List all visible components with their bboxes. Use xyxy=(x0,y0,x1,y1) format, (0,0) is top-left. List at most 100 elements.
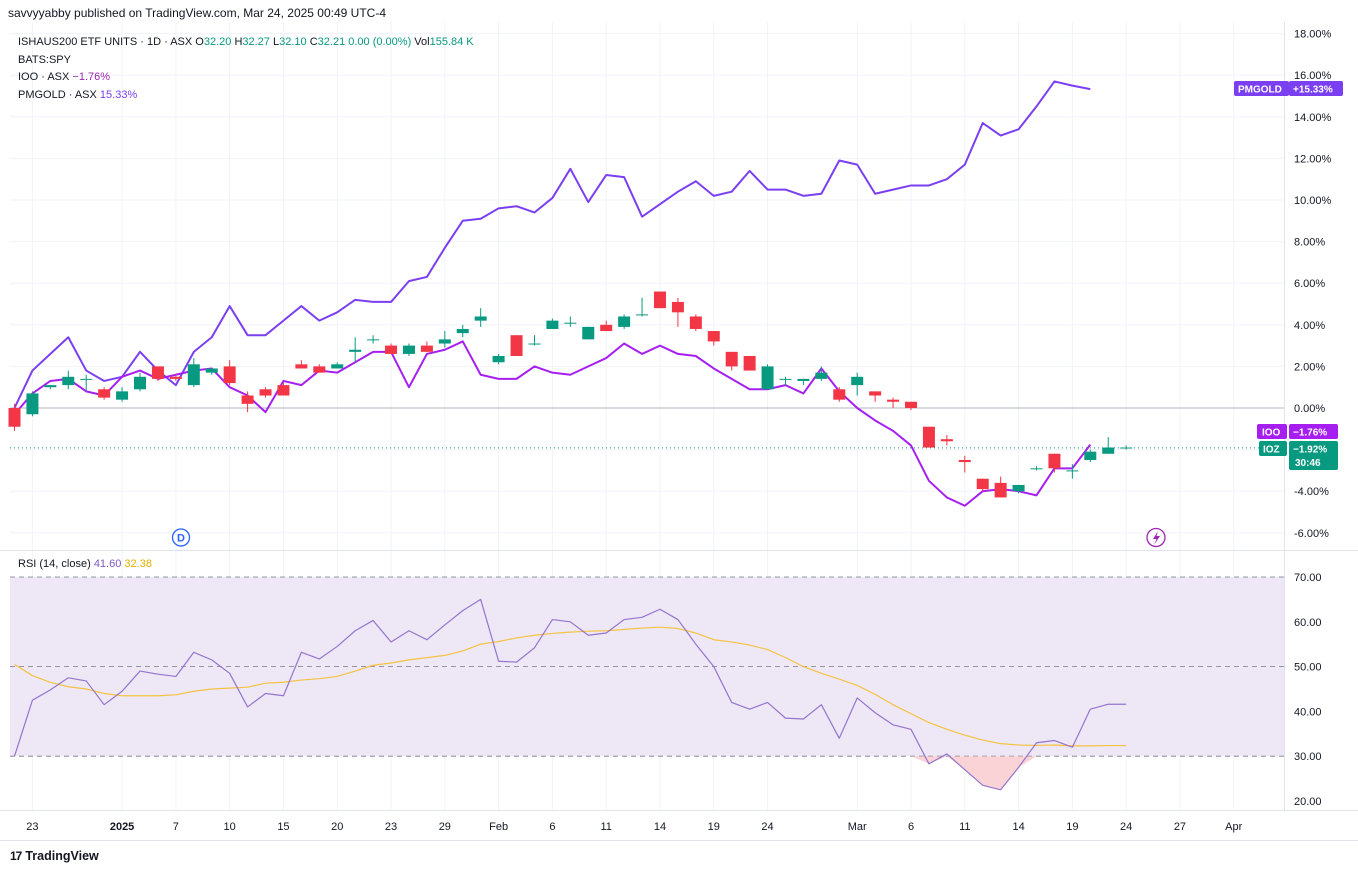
candle xyxy=(905,401,917,411)
y-tick-label: 2.00% xyxy=(1294,361,1325,373)
candle xyxy=(116,387,129,402)
y-tick-label: -4.00% xyxy=(1294,486,1329,498)
ioo-tag-label-text: IOO xyxy=(1262,428,1281,439)
candle xyxy=(151,366,164,381)
candle xyxy=(80,374,93,392)
candle-body xyxy=(492,356,505,363)
candle xyxy=(134,372,147,392)
candle-body xyxy=(313,366,326,373)
candle-body xyxy=(528,343,541,345)
rsi-legend[interactable]: RSI (14, close) 41.60 32.38 xyxy=(18,558,152,570)
dividend-marker: D xyxy=(171,528,191,547)
candle xyxy=(367,335,380,344)
legend-ioo-row[interactable]: IOO · ASX −1.76% xyxy=(18,69,474,87)
rsi-y-tick-label: 60.00 xyxy=(1294,617,1322,629)
tradingview-brand[interactable]: 17 TradingView xyxy=(10,849,99,863)
x-tick-label: 20 xyxy=(331,821,343,833)
candle-body xyxy=(600,324,613,332)
candle xyxy=(689,314,702,332)
candle xyxy=(187,358,200,388)
legend-volume-value: 155.84 K xyxy=(429,36,474,48)
candle xyxy=(277,383,290,396)
candle xyxy=(528,335,541,346)
candle xyxy=(223,360,236,386)
candle-body xyxy=(241,395,254,404)
candle xyxy=(1084,449,1097,463)
candle xyxy=(402,343,415,356)
candle-body xyxy=(367,339,380,341)
x-tick-label: 11 xyxy=(600,821,611,833)
candle xyxy=(349,337,362,363)
candle-body xyxy=(653,291,666,309)
candle-body xyxy=(582,326,595,340)
candle xyxy=(492,353,505,365)
candle-body xyxy=(420,345,433,352)
candle xyxy=(546,318,559,329)
candle-body xyxy=(134,376,147,390)
legend-high-label: H xyxy=(234,36,243,48)
candle-body xyxy=(707,331,720,342)
pmgold-tag-label xyxy=(1234,81,1289,96)
candle-body xyxy=(80,378,93,380)
ioo-tag-label xyxy=(1257,424,1287,439)
legend-spy-row[interactable]: BATS:SPY xyxy=(18,52,474,70)
candle xyxy=(44,385,57,390)
y-tick-label: 0.00% xyxy=(1294,403,1325,415)
x-tick-label: 14 xyxy=(1012,821,1024,833)
candle xyxy=(869,391,882,402)
rsi-y-tick-label: 30.00 xyxy=(1294,751,1322,763)
candle xyxy=(851,372,864,396)
candle-body xyxy=(546,320,559,329)
candle-body xyxy=(671,301,684,313)
x-tick-label: 23 xyxy=(385,821,397,833)
candle-body xyxy=(1102,447,1115,454)
candle-body xyxy=(564,322,577,324)
x-tick-label: 23 xyxy=(26,821,38,833)
ioz-tag-value xyxy=(1289,441,1338,470)
rsi-y-tick-label: 50.00 xyxy=(1294,662,1322,674)
candle xyxy=(779,376,792,386)
candle xyxy=(8,403,21,431)
x-tick-label: 6 xyxy=(908,821,914,833)
x-tick-label: 19 xyxy=(708,821,720,833)
ioz-tag-value-text: −1.92% xyxy=(1293,445,1327,456)
x-tick-label: 2025 xyxy=(110,821,134,833)
horizontal-grid xyxy=(10,33,1284,534)
rsi-legend-value: 41.60 xyxy=(93,558,122,570)
legend-pmgold-row[interactable]: PMGOLD · ASX 15.33% xyxy=(18,87,474,105)
rsi-line xyxy=(13,598,1127,791)
candle xyxy=(582,326,595,340)
x-tick-label: Mar xyxy=(848,821,867,833)
candle xyxy=(169,374,182,381)
rsi-legend-ma-value: 32.38 xyxy=(124,558,152,570)
rsi-oversold-fill xyxy=(911,756,1037,790)
candle xyxy=(761,364,774,390)
main-pane xyxy=(10,22,1284,550)
x-tick-label: 29 xyxy=(439,821,451,833)
candle xyxy=(671,297,684,327)
candle xyxy=(815,366,828,381)
candle xyxy=(98,387,111,400)
candle xyxy=(833,387,846,402)
legend-symbol[interactable]: ISHAUS200 ETF UNITS · 1D · ASX xyxy=(18,36,193,48)
candle xyxy=(1066,464,1079,479)
candle-body xyxy=(1084,451,1097,460)
candle-body xyxy=(456,328,469,334)
rsi-y-tick-label: 20.00 xyxy=(1294,796,1322,808)
candle-body xyxy=(618,316,631,327)
x-tick-label: 24 xyxy=(761,821,773,833)
candle-body xyxy=(1066,470,1079,472)
candle-body xyxy=(976,478,989,490)
y-tick-label: 12.00% xyxy=(1294,153,1332,165)
legend-close-label: C xyxy=(309,36,318,48)
y-tick-label: -6.00% xyxy=(1294,528,1329,540)
pmgold-tag-value-text: +15.33% xyxy=(1293,85,1333,96)
candle-body xyxy=(743,356,756,371)
candle xyxy=(1102,437,1115,454)
candle xyxy=(922,426,935,448)
x-tick-label: 14 xyxy=(654,821,666,833)
legend-low-label: L xyxy=(272,36,280,48)
legend-ioo-value: −1.76% xyxy=(72,71,111,83)
candle-body xyxy=(869,391,882,396)
